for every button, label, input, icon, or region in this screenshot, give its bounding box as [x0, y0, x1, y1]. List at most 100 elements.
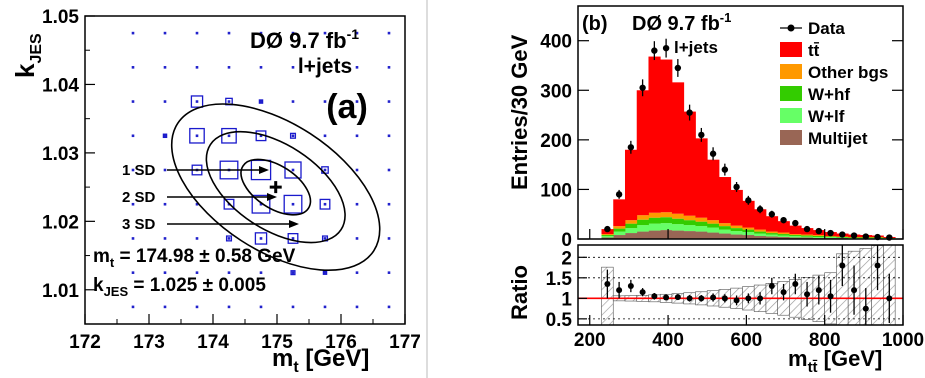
grid-dot	[323, 271, 327, 274]
stack-bar-tt	[624, 149, 638, 221]
likelihood-box	[283, 194, 303, 214]
stack-bar-whf	[683, 220, 696, 226]
ratio-point	[815, 287, 822, 294]
grid-dot	[227, 271, 231, 274]
stack-bar-tt	[636, 90, 649, 216]
grid-dot	[291, 168, 295, 172]
result-mt: mt = 174.98 ± 0.58 GeV	[93, 246, 296, 270]
stack-bar-whf	[718, 226, 732, 230]
legend-label: W+lf	[808, 107, 845, 126]
sd-arrow-head	[289, 220, 299, 228]
grid-dot	[387, 168, 391, 172]
grid-dot	[387, 66, 391, 69]
data-point	[745, 197, 752, 204]
grid-dot	[163, 134, 167, 138]
stack-bar-wlf	[718, 229, 732, 234]
stack-bar-multijet	[624, 233, 638, 239]
stack-bar-tt	[683, 111, 696, 216]
stack-bar-wlf	[777, 235, 790, 238]
legend-swatch	[780, 64, 802, 79]
grid-dot	[323, 31, 327, 35]
stack-bar-whf	[754, 231, 767, 234]
grid-dot	[355, 134, 359, 138]
central-value-marker	[269, 181, 282, 194]
grid-dot	[323, 168, 327, 172]
grid-dot	[163, 202, 167, 206]
ratio-point	[827, 293, 834, 300]
grid-dot	[227, 66, 231, 69]
grid-dot	[163, 168, 167, 172]
stack-bar-wlf	[765, 234, 779, 237]
data-point	[615, 191, 623, 198]
likelihood-box	[290, 270, 296, 276]
legend-data-marker	[787, 24, 795, 32]
y-tick-label: 400	[540, 32, 572, 53]
grid-dot	[227, 134, 231, 138]
ratio-y-tick-label: 2	[561, 248, 572, 269]
grid-dot	[195, 100, 199, 103]
grid-dot	[227, 237, 231, 240]
x-tick-label: 1000	[882, 330, 924, 351]
ratio-point	[604, 280, 611, 287]
stack-bar-multijet	[683, 231, 696, 239]
panel-a: 1 SD 2 SD 3 SD 172 173 174 175 176 177 1.01 1.02…	[10, 7, 421, 376]
stack-bar-tt	[648, 56, 661, 213]
x-tick-label: 176	[325, 332, 357, 353]
ratio-point	[792, 280, 799, 287]
stack-bar-wlf	[812, 237, 826, 239]
ratio-point	[686, 295, 693, 302]
panel-a-ylabel: kJES	[10, 33, 45, 78]
ratio-point	[651, 293, 658, 300]
likelihood-box	[223, 198, 235, 210]
main-plot-frame	[577, 5, 904, 240]
stack-bar-multijet	[777, 237, 790, 239]
x-tick-label: 172	[69, 332, 101, 353]
stack-bar-otherbgs	[730, 225, 743, 229]
grid-dot	[291, 100, 295, 103]
grid-dot	[355, 168, 359, 172]
grid-dot	[259, 66, 263, 69]
sd-arrow-head	[267, 193, 277, 201]
stack-bar-tt	[730, 189, 743, 226]
grid-dot	[291, 31, 295, 35]
stack-bar-otherbgs	[636, 215, 649, 220]
stack-bar-tt	[754, 209, 767, 230]
ratio-point	[839, 262, 846, 269]
data-point	[886, 234, 893, 241]
grid-dot	[355, 305, 359, 309]
stack-bar-otherbgs	[707, 220, 720, 224]
legend-swatch	[780, 130, 802, 145]
stack-bar-wlf	[742, 232, 755, 236]
stack-bar-otherbgs	[777, 232, 790, 235]
stack-bar-otherbgs	[801, 234, 814, 236]
data-point	[698, 131, 705, 139]
x-tick-label: 600	[731, 330, 763, 351]
stack-bar-wlf	[730, 231, 743, 235]
panel-b-header: DØ 9.7 fb-1	[632, 10, 731, 35]
likelihood-box	[258, 99, 264, 104]
contour-2sd	[205, 130, 346, 244]
x-tick-label: 400	[652, 330, 684, 351]
stack-bar-whf	[660, 217, 673, 224]
ratio-point	[874, 262, 881, 269]
x-tick-label: 200	[574, 330, 606, 351]
stack-bar-tt	[765, 216, 779, 232]
ratio-point	[639, 289, 646, 296]
ratio-point	[886, 295, 893, 302]
grid-dot	[323, 237, 327, 240]
stack-bar-wlf	[601, 236, 614, 238]
ratio-y-tick-label: 1	[561, 289, 572, 310]
legend-swatch	[780, 42, 802, 57]
stack-bar-whf	[765, 233, 779, 235]
likelihood-box	[190, 95, 204, 108]
ratio-point	[804, 291, 811, 298]
grid-dot	[259, 31, 263, 35]
legend-label: Multijet	[808, 129, 868, 148]
stack-bar-whf	[671, 218, 685, 225]
data-point	[780, 216, 787, 224]
sd-arrow-head	[259, 166, 269, 174]
stack-bar-multijet	[636, 231, 649, 239]
x-tick-label: 800	[809, 330, 841, 351]
stack-bar-wlf	[754, 233, 767, 237]
stack-bar-wlf	[613, 231, 626, 236]
